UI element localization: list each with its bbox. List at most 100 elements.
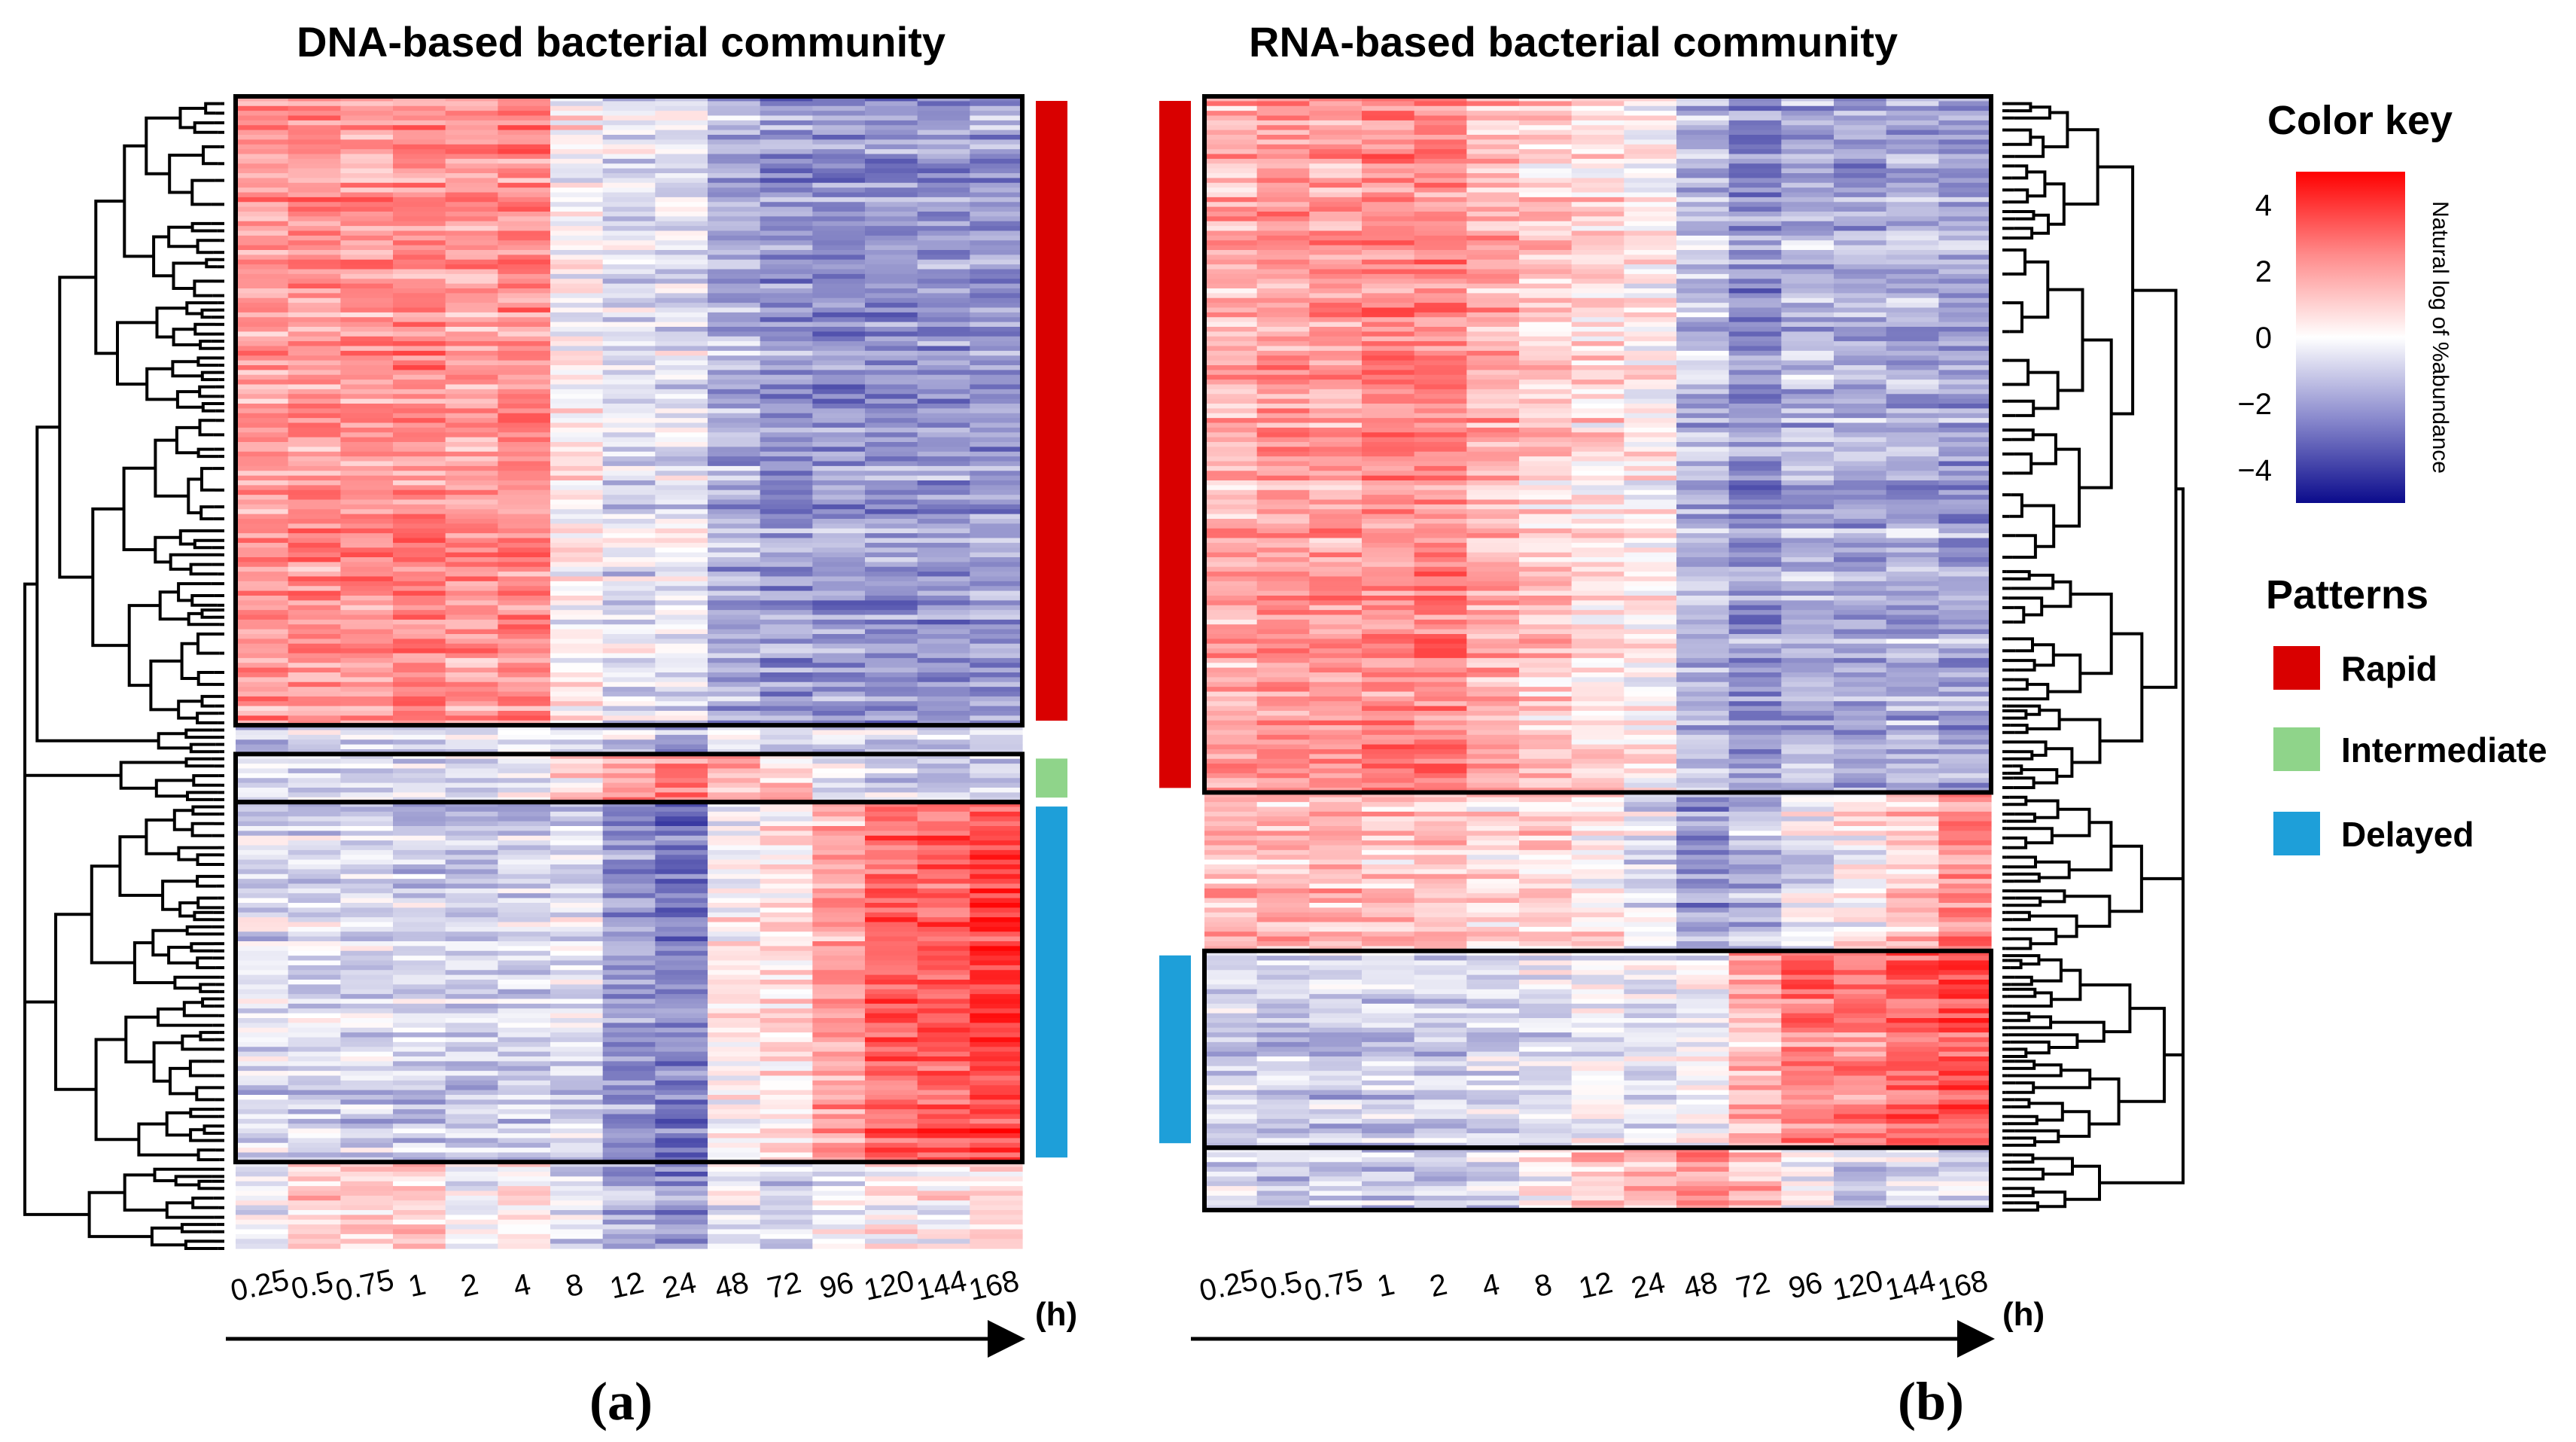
- heatmap-cell: [498, 1041, 551, 1047]
- heatmap-cell: [1362, 404, 1415, 409]
- heatmap-cell: [1834, 182, 1887, 188]
- heatmap-cell: [1886, 105, 1939, 111]
- heatmap-cell: [236, 643, 289, 649]
- heatmap-cell: [602, 389, 656, 395]
- heatmap-cell: [1571, 398, 1624, 404]
- heatmap-cell: [1624, 447, 1677, 453]
- heatmap-cell: [602, 1099, 656, 1105]
- heatmap-cell: [1519, 149, 1573, 155]
- heatmap-cell: [812, 144, 866, 150]
- heatmap-cell: [917, 869, 970, 875]
- heatmap-cell: [1624, 283, 1677, 289]
- heatmap-cell: [812, 1195, 866, 1201]
- heatmap-cell: [498, 1172, 551, 1177]
- heatmap-cell: [498, 1027, 551, 1033]
- heatmap-cell: [602, 158, 656, 164]
- heatmap-cell: [236, 485, 289, 491]
- heatmap-cell: [445, 163, 498, 169]
- heatmap-cell: [708, 1233, 761, 1239]
- heatmap-cell: [340, 250, 394, 255]
- heatmap-cell: [1886, 235, 1939, 241]
- heatmap-cell: [498, 1162, 551, 1168]
- heatmap-cell: [236, 706, 289, 712]
- heatmap-cell: [708, 667, 761, 673]
- heatmap-cell: [1886, 336, 1939, 342]
- heatmap-cell: [393, 115, 446, 121]
- heatmap-cell: [550, 230, 604, 236]
- heatmap-cell: [760, 154, 813, 160]
- heatmap-cell: [760, 1071, 813, 1077]
- x-tick-label: 96: [817, 1266, 857, 1305]
- heatmap-cell: [393, 965, 446, 971]
- heatmap-cell: [1362, 192, 1415, 198]
- heatmap-cell: [445, 701, 498, 707]
- heatmap-cell: [498, 994, 551, 1000]
- heatmap-cell: [602, 1080, 656, 1086]
- dendrogram-branch: [180, 1223, 217, 1233]
- heatmap-cell: [236, 115, 289, 121]
- heatmap-cell: [498, 1243, 551, 1249]
- heatmap-cell: [445, 1008, 498, 1014]
- heatmap-cell: [655, 1080, 708, 1086]
- heatmap-cell: [760, 303, 813, 309]
- heatmap-cell: [760, 974, 813, 980]
- heatmap-cell: [917, 701, 970, 707]
- heatmap-cell: [236, 1109, 289, 1115]
- heatmap-cell: [917, 663, 970, 669]
- heatmap-cell: [602, 912, 656, 918]
- heatmap-cell: [393, 288, 446, 294]
- heatmap-cell: [498, 562, 551, 568]
- heatmap-cell: [708, 192, 761, 198]
- heatmap-cell: [393, 907, 446, 913]
- heatmap-cell: [708, 1037, 761, 1043]
- heatmap-cell: [865, 365, 918, 370]
- heatmap-cell: [1256, 130, 1310, 136]
- heatmap-cell: [760, 509, 813, 515]
- heatmap-cell: [655, 413, 708, 419]
- heatmap-cell: [340, 778, 394, 784]
- heatmap-cell: [1781, 422, 1835, 428]
- heatmap-cell: [812, 135, 866, 140]
- heatmap-cell: [708, 898, 761, 904]
- heatmap-cell: [865, 182, 918, 188]
- heatmap-cell: [970, 989, 1023, 995]
- heatmap-cell: [1886, 149, 1939, 155]
- heatmap-cell: [498, 1023, 551, 1029]
- heatmap-cell: [550, 489, 604, 495]
- heatmap-cell: [1728, 384, 1782, 390]
- heatmap-cell: [236, 212, 289, 217]
- heatmap-cell: [602, 1090, 656, 1096]
- heatmap-cell: [812, 994, 866, 1000]
- heatmap-cell: [288, 706, 341, 712]
- heatmap-cell: [970, 859, 1023, 865]
- heatmap-cell: [917, 994, 970, 1000]
- heatmap-cell: [288, 1205, 341, 1211]
- heatmap-cell: [812, 1148, 866, 1154]
- heatmap-cell: [812, 394, 866, 400]
- heatmap-cell: [236, 1114, 289, 1120]
- heatmap-cell: [1519, 297, 1573, 303]
- heatmap-cell: [655, 557, 708, 562]
- heatmap-cell: [288, 1215, 341, 1221]
- heatmap-cell: [550, 912, 604, 918]
- heatmap-cell: [550, 514, 604, 520]
- heatmap-cell: [655, 283, 708, 289]
- heatmap-cell: [708, 1095, 761, 1100]
- heatmap-cell: [1624, 250, 1677, 255]
- heatmap-cell: [1519, 413, 1573, 419]
- heatmap-cell: [708, 873, 761, 880]
- heatmap-cell: [1466, 240, 1520, 246]
- heatmap-cell: [970, 1023, 1023, 1029]
- heatmap-cell: [550, 711, 604, 716]
- heatmap-cell: [708, 1200, 761, 1206]
- heatmap-cell: [917, 1075, 970, 1081]
- heatmap-cell: [655, 821, 708, 827]
- heatmap-cell: [812, 1056, 866, 1062]
- heatmap-cell: [445, 581, 498, 587]
- heatmap-cell: [445, 883, 498, 889]
- heatmap-cell: [917, 619, 970, 625]
- heatmap-cell: [236, 970, 289, 976]
- heatmap-cell: [550, 322, 604, 328]
- heatmap-cell: [708, 946, 761, 952]
- heatmap-cell: [865, 965, 918, 971]
